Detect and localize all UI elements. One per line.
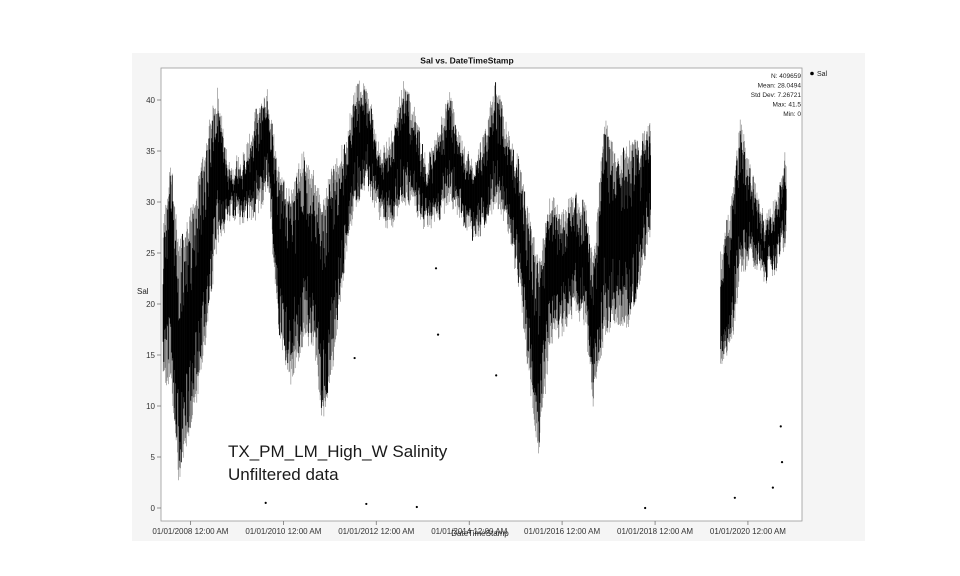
stat-mean: Mean: 28.0494 [758,83,802,90]
data-point-outlier [779,425,782,428]
x-tick-label: 01/01/2018 12:00 AM [617,527,693,536]
data-point-outlier [495,374,498,377]
x-tick-label: 01/01/2020 12:00 AM [710,527,786,536]
x-axis-ticks: 01/01/2008 12:00 AM 01/01/2010 12:00 AM 01… [152,521,786,536]
y-tick-label: 10 [146,402,155,411]
y-tick-label: 25 [146,249,155,258]
legend-label-sal: Sal [817,71,828,78]
summary-stats: N: 409659 Mean: 28.0494 Std Dev: 7.26721… [751,73,802,118]
x-tick-label: 01/01/2012 12:00 AM [338,527,414,536]
x-tick-label: 01/01/2014 12:00 AM [431,527,507,536]
y-tick-label: 20 [146,300,155,309]
stat-min: Min: 0 [783,111,801,118]
data-point-outlier [644,506,647,510]
data-point-outlier [436,333,440,336]
y-tick-label: 0 [151,504,156,513]
data-point-outlier [264,501,267,504]
data-point-outlier [780,461,784,464]
x-axis-title: DateTimeStamp [451,529,509,538]
chart-panel: Sal vs. DateTimeStamp 0 5 10 15 20 25 30 35 40 0… [132,53,865,541]
y-tick-label: 35 [146,147,155,156]
y-tick-label: 15 [146,351,155,360]
data-point-outlier [365,502,368,506]
x-tick-label: 01/01/2016 12:00 AM [524,527,600,536]
annotation-line-2: Unfiltered data [228,465,339,484]
stat-n: N: 409659 [771,73,801,80]
data-point-outlier [353,356,356,360]
x-tick-label: 01/01/2010 12:00 AM [245,527,321,536]
data-point-outlier [733,496,736,499]
data-points [162,80,787,510]
y-tick-label: 5 [151,453,156,462]
y-axis-title: Sal [137,287,149,296]
x-tick-label: 01/01/2008 12:00 AM [152,527,228,536]
chart-title: Sal vs. DateTimeStamp [420,56,513,66]
data-point-outlier [415,505,418,509]
legend-marker-icon [810,71,814,76]
data-point-outlier [434,267,438,270]
scatter-chart: Sal vs. DateTimeStamp 0 5 10 15 20 25 30 35 40 0… [137,56,828,539]
stat-max: Max: 41.5 [772,102,801,109]
legend: Sal [810,71,828,78]
annotation-line-1: TX_PM_LM_High_W Salinity [228,442,448,461]
y-axis-ticks: 0 5 10 15 20 25 30 35 40 [146,96,161,513]
data-point-outlier [771,486,774,489]
stat-std-dev: Std Dev: 7.26721 [751,92,802,99]
y-tick-label: 40 [146,96,155,105]
y-tick-label: 30 [146,198,155,207]
